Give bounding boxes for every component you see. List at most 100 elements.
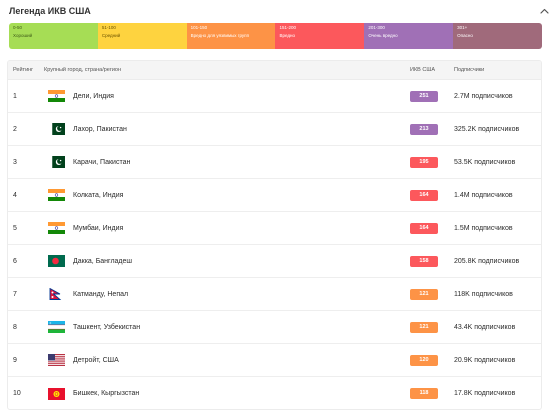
subscriber-count: 1.4M подписчиков <box>454 191 513 199</box>
legend-label: Очень вредно <box>368 32 398 38</box>
city-ranking-table: Рейтинг Крупный город, страна/регион ИКВ… <box>7 60 542 410</box>
row-aqi: 121 <box>410 288 454 300</box>
aqi-badge: 121 <box>410 288 438 300</box>
india-flag-icon <box>48 222 65 234</box>
legend-range: 0-50 <box>13 25 23 30</box>
legend-range: 151-200 <box>279 25 296 30</box>
row-aqi: 120 <box>410 354 454 366</box>
subscriber-count: 2.7M подписчиков <box>454 92 513 100</box>
subscriber-count: 205.8K подписчиков <box>454 257 520 265</box>
aqi-badge: 213 <box>410 123 438 135</box>
aqi-badge: 251 <box>410 90 438 102</box>
city-name[interactable]: Карачи, Пакистан <box>73 158 131 166</box>
row-city[interactable]: Детройт, США <box>44 354 410 366</box>
legend-title: Легенда ИКВ США <box>9 6 91 16</box>
subscriber-count: 325.2K подписчиков <box>454 125 520 133</box>
city-name[interactable]: Лахор, Пакистан <box>73 125 127 133</box>
row-rank: 9 <box>13 356 17 364</box>
uzbekistan-flag-icon <box>48 321 65 333</box>
row-subscribers: 53.5K подписчиков <box>454 159 541 166</box>
row-subscribers: 2.7M подписчиков <box>454 93 541 100</box>
row-rank: 5 <box>13 224 17 232</box>
legend-label: Вредно для уязвимых групп <box>190 32 250 38</box>
city-name[interactable]: Катманду, Непал <box>73 290 129 298</box>
row-rank: 7 <box>13 290 17 298</box>
city-name[interactable]: Детройт, США <box>73 356 119 364</box>
city-name[interactable]: Бишкек, Кыргызстан <box>73 390 140 397</box>
city-name[interactable]: Ташкент, Узбекистан <box>73 323 141 331</box>
table-row[interactable]: 9 Детройт, США 120 20.9K подписчиков <box>8 344 541 377</box>
row-subscribers: 325.2K подписчиков <box>454 126 541 133</box>
row-rank: 8 <box>13 323 17 331</box>
legend-segment: 151-200 Вредно <box>275 23 365 49</box>
legend-segment: 51-100 Средний <box>97 23 187 49</box>
row-aqi: 118 <box>410 388 454 399</box>
row-subscribers: 205.8K подписчиков <box>454 258 541 265</box>
table-row[interactable]: 4 Колката, Индия 164 1.4M подписчиков <box>8 179 541 212</box>
row-city[interactable]: Мумбаи, Индия <box>44 222 410 234</box>
row-rank: 3 <box>13 158 17 166</box>
row-aqi: 251 <box>410 90 454 102</box>
row-city[interactable]: Катманду, Непал <box>44 288 410 300</box>
row-city[interactable]: Бишкек, Кыргызстан <box>44 387 410 400</box>
row-aqi: 121 <box>410 321 454 333</box>
table-row[interactable]: 3 Карачи, Пакистан 195 53.5K подписчиков <box>8 146 541 179</box>
city-name[interactable]: Мумбаи, Индия <box>73 224 124 232</box>
aqi-badge: 120 <box>410 354 438 366</box>
row-city[interactable]: Ташкент, Узбекистан <box>44 321 410 333</box>
row-subscribers: 1.4M подписчиков <box>454 192 541 199</box>
legend-header[interactable]: Легенда ИКВ США <box>9 0 551 22</box>
subscriber-count: 118K подписчиков <box>454 290 513 298</box>
row-rank: 6 <box>13 257 17 265</box>
legend-range: 201-300 <box>368 25 385 30</box>
legend-segment: 301+ Опасно <box>453 23 542 49</box>
legend-range: 101-150 <box>190 25 208 30</box>
aqi-badge: 164 <box>410 222 438 234</box>
city-name[interactable]: Дакка, Бангладеш <box>73 257 133 265</box>
table-row[interactable]: 1 Дели, Индия 251 2.7M подписчиков <box>8 80 541 113</box>
row-rank: 1 <box>13 92 17 100</box>
row-rank: 10 <box>13 390 21 397</box>
subscriber-count: 1.5M подписчиков <box>454 224 513 232</box>
table-header: Рейтинг Крупный город, страна/регион ИКВ… <box>8 61 541 80</box>
city-name[interactable]: Колката, Индия <box>73 191 124 199</box>
aqi-badge: 158 <box>410 255 438 267</box>
bangladesh-flag-icon <box>48 255 65 267</box>
row-subscribers: 20.9K подписчиков <box>454 357 541 364</box>
row-subscribers: 118K подписчиков <box>454 291 541 298</box>
aqi-legend-bar: 0-50 Хороший 51-100 Средний 101-150 Вредно дл… <box>9 23 542 49</box>
row-aqi: 195 <box>410 156 454 168</box>
table-row[interactable]: 5 Мумбаи, Индия 164 1.5M подписчиков <box>8 212 541 245</box>
row-subscribers: 43.4K подписчиков <box>454 324 541 331</box>
subscriber-count: 17.8K подписчиков <box>454 390 516 397</box>
subscriber-count: 43.4K подписчиков <box>454 323 516 331</box>
legend-segment: 201-300 Очень вредно <box>364 23 454 49</box>
row-subscribers: 17.8K подписчиков <box>454 390 541 397</box>
row-city[interactable]: Лахор, Пакистан <box>44 123 410 135</box>
table-row[interactable]: 7 Катманду, Непал 121 118K подписчиков <box>8 278 541 311</box>
aqi-badge: 118 <box>410 388 438 399</box>
table-row[interactable]: 8 Ташкент, Узбекистан 121 43.4K подписчиков <box>8 311 541 344</box>
header-city: Крупный город, страна/регион <box>44 67 122 73</box>
row-aqi: 158 <box>410 255 454 267</box>
kyrgyzstan-flag-icon <box>48 387 65 400</box>
header-rank: Рейтинг <box>13 67 34 73</box>
row-city[interactable]: Карачи, Пакистан <box>44 156 410 168</box>
legend-range: 301+ <box>457 25 468 30</box>
table-row[interactable]: 2 Лахор, Пакистан 213 325.2K подписчиков <box>8 113 541 146</box>
chevron-up-icon[interactable] <box>537 4 551 18</box>
row-rank: 2 <box>13 125 17 133</box>
legend-range: 51-100 <box>101 25 116 30</box>
header-aqi: ИКВ США <box>410 67 436 73</box>
city-name[interactable]: Дели, Индия <box>73 92 114 100</box>
table-row[interactable]: 10 Бишкек, Кыргызстан 118 17.8K подписчиков <box>8 377 541 409</box>
usa-flag-icon <box>48 354 65 366</box>
row-aqi: 213 <box>410 123 454 135</box>
row-city[interactable]: Дакка, Бангладеш <box>44 255 410 267</box>
row-city[interactable]: Дели, Индия <box>44 90 410 102</box>
india-flag-icon <box>48 90 65 102</box>
header-subscribers: Подписчики <box>454 67 485 73</box>
row-city[interactable]: Колката, Индия <box>44 189 410 201</box>
table-row[interactable]: 6 Дакка, Бангладеш 158 205.8K подписчиков <box>8 245 541 278</box>
aqi-badge: 121 <box>410 321 438 333</box>
